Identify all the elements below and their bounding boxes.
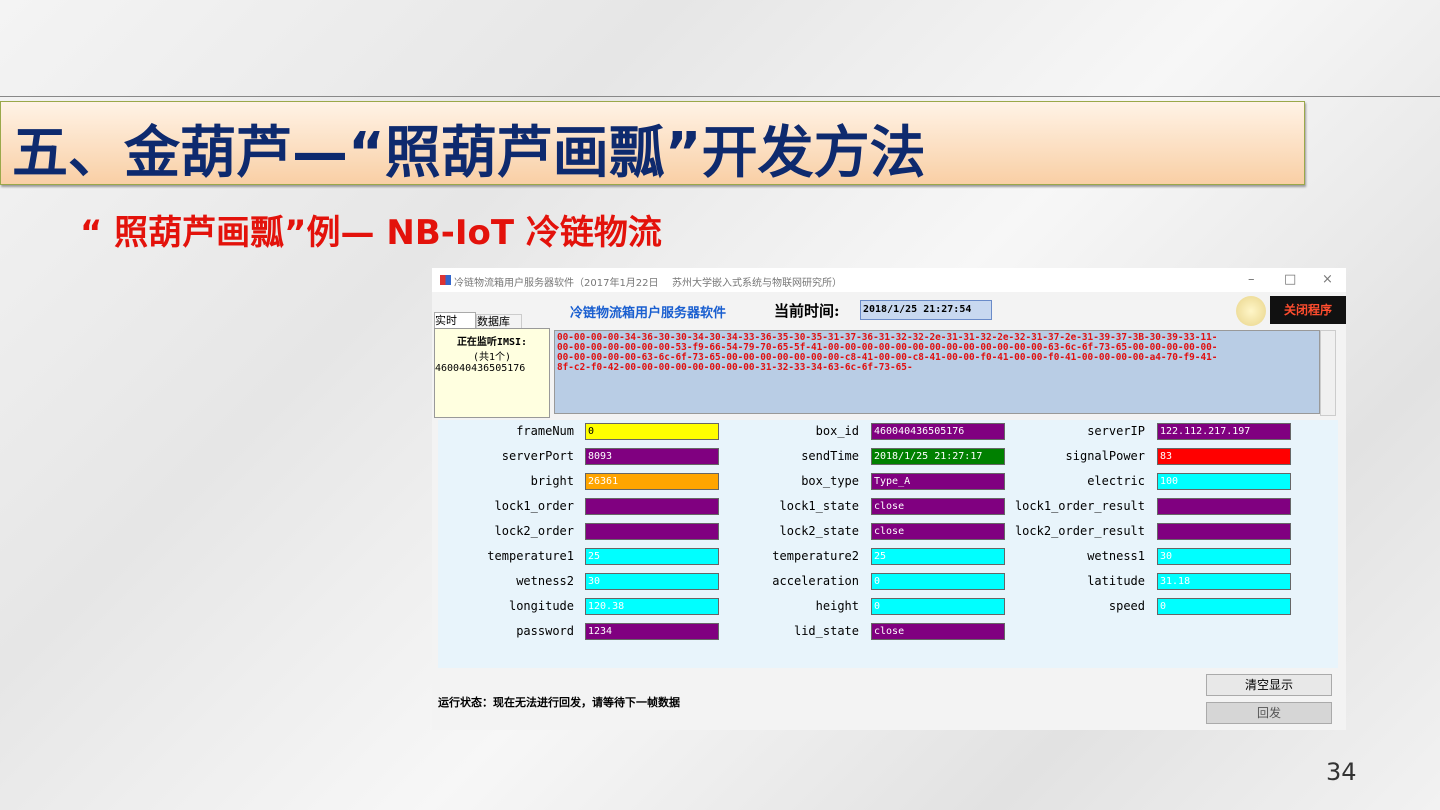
field-value: 100 (1157, 473, 1291, 490)
field-label: box_id (815, 424, 859, 438)
field-value: 25 (585, 548, 719, 565)
slide-subtitle: “ 照葫芦画瓢”例— NB-IoT 冷链物流 (80, 213, 662, 253)
field-value: 2018/1/25 21:27:17 (871, 448, 1005, 465)
window-title-org: 苏州大学嵌入式系统与物联网研究所） (672, 278, 842, 289)
field-value: 30 (1157, 548, 1291, 565)
field-label: temperature1 (487, 549, 574, 563)
field-label: serverIP (1087, 424, 1145, 438)
field-value (1157, 498, 1291, 515)
field-value: 83 (1157, 448, 1291, 465)
send-button[interactable]: 回发 (1206, 702, 1332, 724)
field-label: box_type (801, 474, 859, 488)
field-value: 122.112.217.197 (1157, 423, 1291, 440)
field-value (585, 498, 719, 515)
field-label: bright (530, 474, 574, 488)
field-label: wetness1 (1087, 549, 1145, 563)
field-value: 0 (871, 573, 1005, 590)
clear-button[interactable]: 清空显示 (1206, 674, 1332, 696)
field-value: 0 (871, 598, 1005, 615)
window-title: 冷链物流箱用户服务器软件（2017年1月22日 (454, 278, 659, 289)
field-value: 0 (1157, 598, 1291, 615)
close-window[interactable]: × (1322, 272, 1333, 287)
field-label: lock2_order_result (1014, 524, 1145, 538)
field-label: height (815, 599, 859, 613)
field-value: 26361 (585, 473, 719, 490)
app-name: 冷链物流箱用户服务器软件 (570, 306, 727, 321)
minimize[interactable]: – (1248, 272, 1255, 287)
field-label: password (516, 624, 574, 638)
tab[interactable]: 实时 (434, 312, 476, 329)
field-label: latitude (1087, 574, 1145, 588)
field-label: lock1_order_result (1014, 499, 1145, 513)
field-label: lock2_state (779, 524, 859, 538)
imsi-header: 正在监听IMSI: (456, 337, 528, 348)
field-label: speed (1108, 599, 1145, 613)
field-value: 25 (871, 548, 1005, 565)
field-value: close (871, 523, 1005, 540)
field-label: electric (1087, 474, 1145, 488)
app-icon (440, 275, 451, 285)
tab[interactable]: 数据库 (476, 314, 522, 329)
field-value: close (871, 498, 1005, 515)
field-value: Type_A (871, 473, 1005, 490)
field-label: sendTime (801, 449, 859, 463)
page-number: 34 (1326, 758, 1357, 786)
field-label: lock2_order (494, 524, 574, 538)
field-value: 120.38 (585, 598, 719, 615)
status: 运行状态：现在无法进行回发，请等待下一帧数据 (438, 696, 680, 709)
field-label: temperature2 (772, 549, 859, 563)
field-value: 460040436505176 (871, 423, 1005, 440)
scrollbar (1320, 330, 1336, 416)
title-box (0, 101, 1305, 185)
field-value: 0 (585, 423, 719, 440)
time-label: 当前时间: (774, 302, 840, 320)
slide-title: 五、金葫芦—“照葫芦画瓢”开发方法 (12, 121, 926, 186)
app-window: 冷链物流箱用户服务器软件（2017年1月22日 苏州大学嵌入式系统与物联网研究所… (432, 268, 1346, 730)
hex-line: 00-00-00-00-00-63-6c-6f-73-65-00-00-00-0… (557, 352, 1218, 363)
field-value: 30 (585, 573, 719, 590)
field-value: 1234 (585, 623, 719, 640)
field-label: lid_state (793, 624, 859, 638)
imsi-count: (共1个) (472, 352, 512, 363)
time-value: 2018/1/25 21:27:54 (860, 300, 992, 320)
field-label: acceleration (772, 574, 859, 588)
field-label: lock1_order (494, 499, 574, 513)
field-label: wetness2 (516, 574, 574, 588)
hex-display: 00-00-00-00-34-36-30-30-34-30-34-33-36-3… (554, 330, 1320, 414)
logo (1236, 296, 1266, 326)
hex-line: 8f-c2-f0-42-00-00-00-00-00-00-00-00-31-3… (557, 362, 913, 373)
field-label: lock1_state (779, 499, 859, 513)
field-value: close (871, 623, 1005, 640)
hex-line: 00-00-00-00-00-00-00-53-f9-66-54-79-70-6… (557, 342, 1218, 353)
field-value (585, 523, 719, 540)
field-value: 8093 (585, 448, 719, 465)
imsi-value: 460040436505176 (435, 363, 526, 374)
close-program-button[interactable]: 关闭程序 (1270, 296, 1346, 324)
field-label: serverPort (501, 449, 574, 463)
divider (0, 96, 1440, 97)
field-value: 31.18 (1157, 573, 1291, 590)
field-value (1157, 523, 1291, 540)
field-label: longitude (508, 599, 574, 613)
maximize[interactable]: □ (1284, 272, 1297, 287)
hex-line: 00-00-00-00-34-36-30-30-34-30-34-33-36-3… (557, 332, 1218, 343)
field-label: signalPower (1065, 449, 1145, 463)
imsi-panel: 正在监听IMSI: (共1个) 460040436505176 (434, 328, 550, 418)
field-label: frameNum (516, 424, 574, 438)
